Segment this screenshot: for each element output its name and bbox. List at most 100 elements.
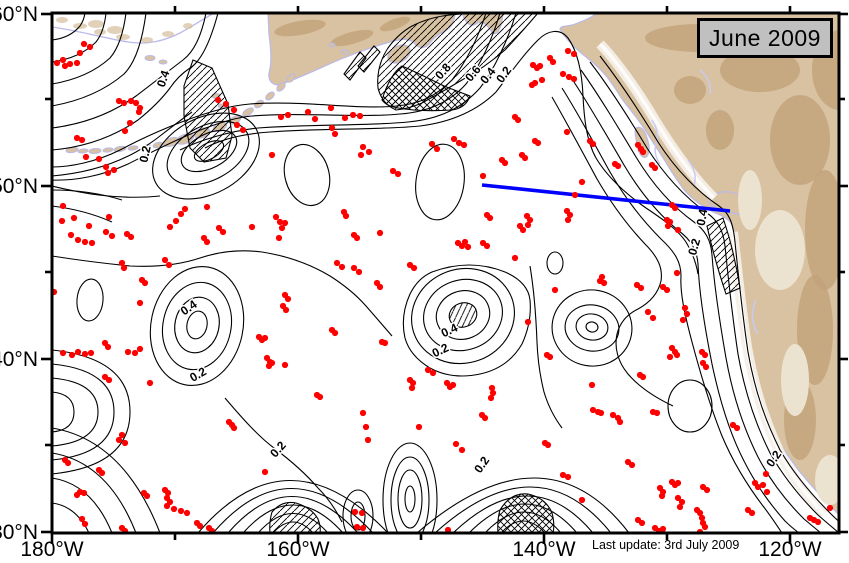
argo-float-dot xyxy=(639,373,647,381)
aleutian-island xyxy=(127,145,139,151)
argo-float-dot xyxy=(356,112,364,120)
aleutian-island xyxy=(158,59,168,65)
argo-float-dot xyxy=(452,440,460,448)
argo-float-dot xyxy=(524,221,532,229)
month-badge-label: June 2009 xyxy=(709,24,821,51)
contour-loop xyxy=(382,442,438,533)
contour-line xyxy=(52,13,207,129)
argo-float-dot xyxy=(284,295,292,303)
argo-float-dot xyxy=(666,353,674,361)
argo-float-dot xyxy=(524,318,532,326)
argo-float-dot xyxy=(53,59,61,67)
argo-float-dot xyxy=(219,228,227,236)
argo-float-dot xyxy=(531,79,539,87)
argo-float-dot xyxy=(671,204,679,212)
nw-land-speckle xyxy=(141,37,153,43)
argo-float-dot xyxy=(762,470,770,478)
contour-loop xyxy=(404,485,416,513)
argo-float-dot xyxy=(82,153,90,161)
contour-loop xyxy=(667,379,713,433)
contour-line xyxy=(529,265,563,429)
argo-float-dot xyxy=(460,141,468,149)
argo-float-dot xyxy=(759,481,767,489)
contour-line xyxy=(434,486,612,533)
hatched-region xyxy=(183,59,233,163)
argo-float-dot xyxy=(311,115,319,123)
argo-float-dot xyxy=(74,236,82,244)
argo-float-dot xyxy=(70,214,78,222)
argo-float-dot xyxy=(61,62,69,70)
argo-float-dot xyxy=(80,489,88,497)
aleutian-island xyxy=(88,147,102,155)
argo-float-dot xyxy=(559,70,567,78)
contour-line xyxy=(179,13,517,151)
argo-float-dot xyxy=(578,496,586,504)
argo-float-dot xyxy=(559,471,567,479)
argo-float-dot xyxy=(658,492,666,500)
contour-line xyxy=(52,13,86,41)
argo-float-dot xyxy=(328,124,336,132)
argo-float-dot xyxy=(549,58,557,66)
terrain-highlight xyxy=(815,455,839,505)
argo-float-dot xyxy=(748,509,756,517)
argo-float-dot xyxy=(365,148,373,156)
argo-float-dot xyxy=(350,264,358,272)
nw-land-speckle xyxy=(183,23,193,29)
argo-float-dot xyxy=(489,389,497,397)
argo-float-dot xyxy=(389,167,397,175)
argo-float-dot xyxy=(73,59,81,67)
argo-float-dot xyxy=(172,217,180,225)
argo-float-dot xyxy=(104,169,112,177)
argo-float-dot xyxy=(521,154,529,162)
argo-float-dot xyxy=(698,514,706,522)
argo-float-dot xyxy=(659,525,667,533)
argo-float-dot xyxy=(526,216,534,224)
argo-float-dot xyxy=(450,135,458,143)
argo-float-dot xyxy=(674,479,682,487)
argo-float-dot xyxy=(170,505,178,513)
argo-float-dot xyxy=(118,259,126,267)
argo-float-dot xyxy=(455,139,463,147)
argo-float-dot xyxy=(357,151,365,159)
argo-float-dot xyxy=(481,414,489,422)
contour-loop xyxy=(585,321,599,333)
contour-line xyxy=(52,13,219,151)
argo-float-dot xyxy=(342,212,350,220)
axis-label-longitude: 160°W xyxy=(266,538,329,561)
contour-loop xyxy=(390,456,430,533)
argo-float-dot xyxy=(87,349,95,357)
argo-float-dot xyxy=(362,423,370,431)
last-update-text: Last update: 3rd July 2009 xyxy=(592,538,740,552)
axis-label-latitude: 40°N xyxy=(0,348,38,371)
contour-loop xyxy=(435,290,491,340)
argo-float-dot xyxy=(376,283,384,291)
argo-float-dot xyxy=(73,491,81,499)
argo-float-dot xyxy=(143,492,151,500)
argo-float-dot xyxy=(98,469,106,477)
argo-float-dot xyxy=(544,441,552,449)
argo-float-dot xyxy=(277,113,285,121)
argo-float-dot xyxy=(639,148,647,156)
contour-line xyxy=(561,87,783,533)
argo-float-dot xyxy=(826,504,834,512)
argo-float-dot xyxy=(166,223,174,231)
argo-float-dot xyxy=(282,306,290,314)
nw-land-speckle xyxy=(116,34,130,40)
argo-float-dot xyxy=(261,334,269,342)
contour-loop xyxy=(174,296,220,354)
month-badge: June 2009 xyxy=(697,18,833,58)
argo-float-dot xyxy=(364,436,372,444)
argo-float-dot xyxy=(355,268,363,276)
contour-loop xyxy=(161,281,233,371)
argo-float-dot xyxy=(703,486,711,494)
contour-loop xyxy=(551,289,633,367)
argo-float-dot xyxy=(59,349,67,357)
terrain-highlight xyxy=(755,210,805,290)
argo-float-dot xyxy=(571,191,579,199)
argo-float-dot xyxy=(74,348,82,356)
aleutian-island xyxy=(265,91,275,101)
contour-loop xyxy=(564,304,620,352)
argo-float-dot xyxy=(135,108,143,116)
nw-land-speckle xyxy=(88,20,104,28)
argo-float-dot xyxy=(628,461,636,469)
